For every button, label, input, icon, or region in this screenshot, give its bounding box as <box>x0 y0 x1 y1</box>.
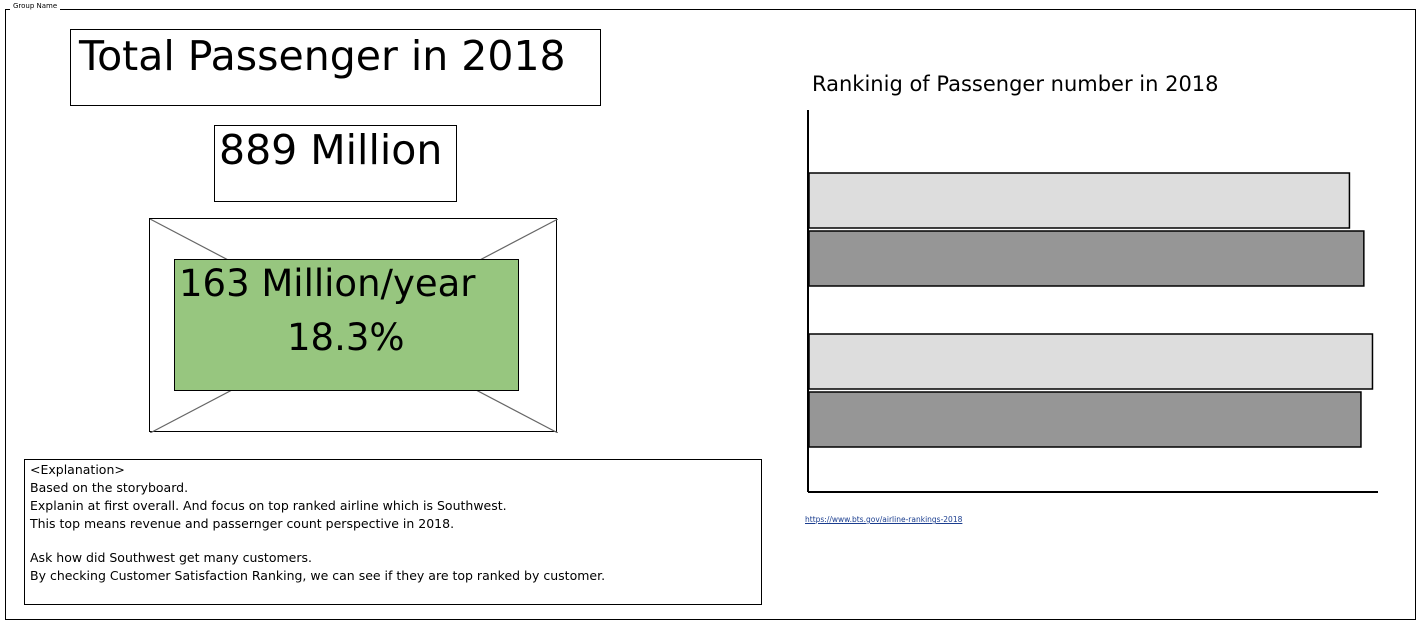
bar-2-series-1 <box>808 333 1374 390</box>
bar-1-series-1 <box>808 172 1351 229</box>
highlight-box: 163 Million/year 18.3% <box>174 259 519 391</box>
highlight-passengers: 163 Million/year <box>179 262 476 305</box>
source-link[interactable]: https://www.bts.gov/airline-rankings-201… <box>805 515 963 524</box>
total-value: 889 Million <box>219 126 443 174</box>
explanation-box: <Explanation> Based on the storyboard. E… <box>24 459 762 605</box>
bar-1-series-2 <box>808 230 1365 287</box>
title-box: Total Passenger in 2018 <box>70 29 601 106</box>
explanation-line: Based on the storyboard. <box>30 480 189 495</box>
explanation-line: This top means revenue and passernger co… <box>30 516 455 531</box>
highlight-share: 18.3% <box>287 316 405 359</box>
explanation-line: Ask how did Southwest get many customers… <box>30 550 312 565</box>
bar-2-series-2 <box>808 391 1362 448</box>
explanation-line: Explanin at first overall. And focus on … <box>30 498 507 513</box>
explanation-line: By checking Customer Satisfaction Rankin… <box>30 568 606 583</box>
group-label: Group Name <box>10 2 61 10</box>
explanation-line: <Explanation> <box>30 462 125 477</box>
page-title: Total Passenger in 2018 <box>79 32 566 80</box>
chart-title: Rankinig of Passenger number in 2018 <box>812 72 1219 96</box>
total-value-box: 889 Million <box>214 125 457 202</box>
bar-chart <box>807 110 1378 493</box>
group-frame <box>5 9 1416 620</box>
